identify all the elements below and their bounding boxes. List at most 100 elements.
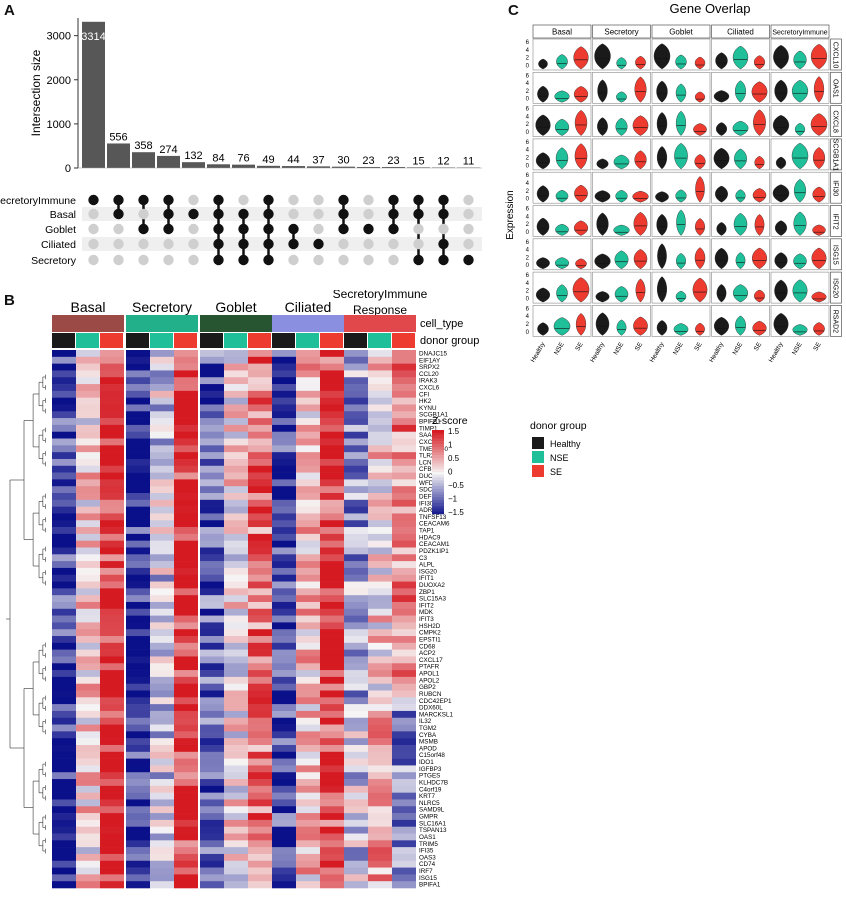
facet-row-label: IFI30 (832, 180, 839, 196)
facet-strip (592, 24, 651, 39)
heatmap-cell (368, 738, 392, 746)
heatmap-cell (392, 472, 416, 480)
gene-label: SLC16A1 (419, 820, 446, 827)
heatmap-cell (200, 397, 224, 405)
heatmap-cell (200, 717, 224, 725)
heatmap-cell (248, 683, 272, 691)
heatmap-cell (150, 670, 174, 678)
dot-empty (188, 254, 199, 266)
donor-group-cell (224, 333, 247, 348)
heatmap-cell (150, 751, 174, 759)
violin-shape (574, 110, 588, 136)
heatmap-cell (52, 397, 76, 405)
heatmap-cell (76, 717, 100, 725)
heatmap-cell (200, 704, 224, 712)
heatmap-cell (52, 874, 76, 882)
heatmap-cell (272, 363, 296, 371)
x-tick-label: NSE (731, 341, 744, 357)
heatmap-cell (272, 792, 296, 800)
heatmap-cell (150, 588, 174, 596)
heatmap-cell (100, 384, 124, 392)
legend-gradient-step (432, 432, 444, 436)
gene-label: CD74 (419, 861, 436, 868)
heatmap-cell (296, 663, 320, 671)
y-tick-label: 2000 (47, 75, 71, 87)
heatmap-cell (248, 881, 272, 889)
heatmap-cell (344, 554, 368, 562)
heatmap-cell (174, 724, 198, 732)
legend-gradient-step (432, 455, 444, 459)
dot-filled (438, 254, 449, 266)
chart-title: Gene Overlap (670, 1, 751, 16)
donor-group-cell (174, 333, 197, 348)
heatmap-cell (344, 751, 368, 759)
heatmap-cell (320, 397, 344, 405)
dot-empty (113, 254, 124, 266)
heatmap-cell (320, 697, 344, 705)
heatmap-cell (368, 629, 392, 637)
heatmap-cell (344, 629, 368, 637)
heatmap-cell (320, 390, 344, 398)
heatmap-cell (392, 860, 416, 868)
heatmap-cell (52, 847, 76, 855)
heatmap-cell (248, 629, 272, 637)
heatmap-cell (392, 656, 416, 664)
y-axis-title: Expression (505, 190, 516, 239)
legend-gradient-step (432, 486, 444, 489)
gene-label: CD68 (419, 643, 436, 650)
heatmap-cell (126, 744, 150, 753)
y-tick-label: 0 (526, 297, 530, 303)
heatmap-cell (174, 847, 198, 855)
column-group-label: Ciliated (285, 299, 332, 315)
dot-filled (313, 238, 324, 250)
heatmap-cell (100, 751, 124, 759)
heatmap-cell (320, 649, 344, 657)
heatmap-cell (320, 465, 344, 473)
heatmap-cell (224, 411, 248, 419)
violin-shape (754, 156, 765, 170)
heatmap-cell (52, 438, 76, 446)
heatmap-cell (150, 547, 174, 555)
facet-row-strip (830, 138, 842, 171)
heatmap-cell (100, 717, 124, 725)
heatmap-cell (344, 867, 368, 875)
heatmap-cell (248, 874, 272, 882)
heatmap-cell (126, 547, 150, 555)
dot-filled (163, 223, 174, 235)
heatmap-cell (100, 390, 124, 398)
heatmap-cell (150, 697, 174, 705)
heatmap-cell (150, 397, 174, 405)
dot-filled (338, 223, 349, 235)
heatmap-cell (76, 772, 100, 780)
violin-shape (733, 284, 748, 303)
heatmap-cell (224, 350, 248, 358)
heatmap-cell (320, 636, 344, 644)
heatmap-cell (272, 785, 296, 793)
gene-label: CEACAM6 (419, 521, 450, 528)
heatmap-cell (100, 826, 124, 834)
heatmap-cell (52, 881, 76, 889)
heatmap-cell (272, 438, 296, 446)
heatmap-cell (248, 649, 272, 657)
heatmap-cell (200, 819, 224, 828)
column-group-label: Response (353, 303, 407, 317)
heatmap-cell (76, 629, 100, 637)
heatmap-cell (150, 642, 174, 650)
heatmap-cell (296, 724, 320, 732)
donor-group-cell (248, 333, 271, 348)
heatmap-cell (150, 819, 174, 828)
heatmap-cell (200, 758, 224, 766)
heatmap-cell (76, 751, 100, 759)
donor-group-cell (344, 333, 367, 348)
dot-empty (463, 208, 474, 220)
heatmap-cell (368, 540, 392, 548)
gene-label: IFI35 (419, 848, 434, 855)
heatmap-cell (200, 390, 224, 398)
heatmap-cell (224, 792, 248, 800)
heatmap-cell (200, 411, 224, 419)
heatmap-cell (248, 486, 272, 494)
heatmap-cell (100, 520, 124, 528)
heatmap-cell (248, 853, 272, 862)
